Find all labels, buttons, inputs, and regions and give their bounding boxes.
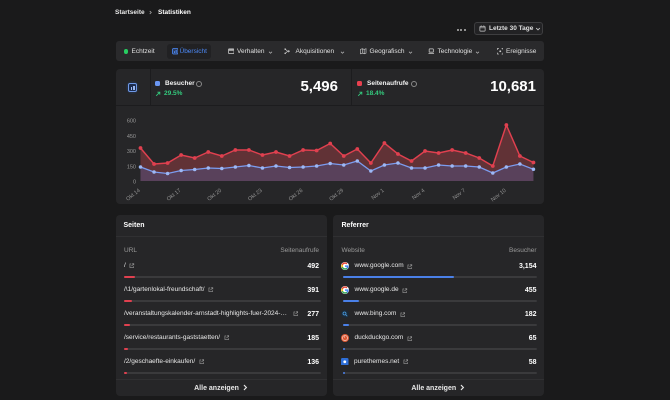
svg-text:Okt 23: Okt 23: [247, 188, 263, 203]
svg-text:600: 600: [126, 119, 135, 125]
svg-text:Nov 10: Nov 10: [490, 188, 507, 203]
svg-text:300: 300: [126, 149, 135, 155]
svg-text:Okt 29: Okt 29: [328, 188, 344, 203]
svg-text:Okt 20: Okt 20: [206, 188, 222, 203]
svg-text:Nov 7: Nov 7: [451, 188, 466, 202]
svg-text:450: 450: [126, 134, 135, 140]
svg-text:Nov 1: Nov 1: [370, 188, 385, 202]
svg-text:Okt 14: Okt 14: [125, 188, 141, 203]
svg-text:Okt 17: Okt 17: [165, 188, 181, 203]
svg-text:Nov 4: Nov 4: [411, 188, 426, 202]
svg-text:0: 0: [132, 180, 135, 186]
svg-text:Okt 26: Okt 26: [287, 188, 303, 203]
svg-text:150: 150: [126, 164, 135, 170]
